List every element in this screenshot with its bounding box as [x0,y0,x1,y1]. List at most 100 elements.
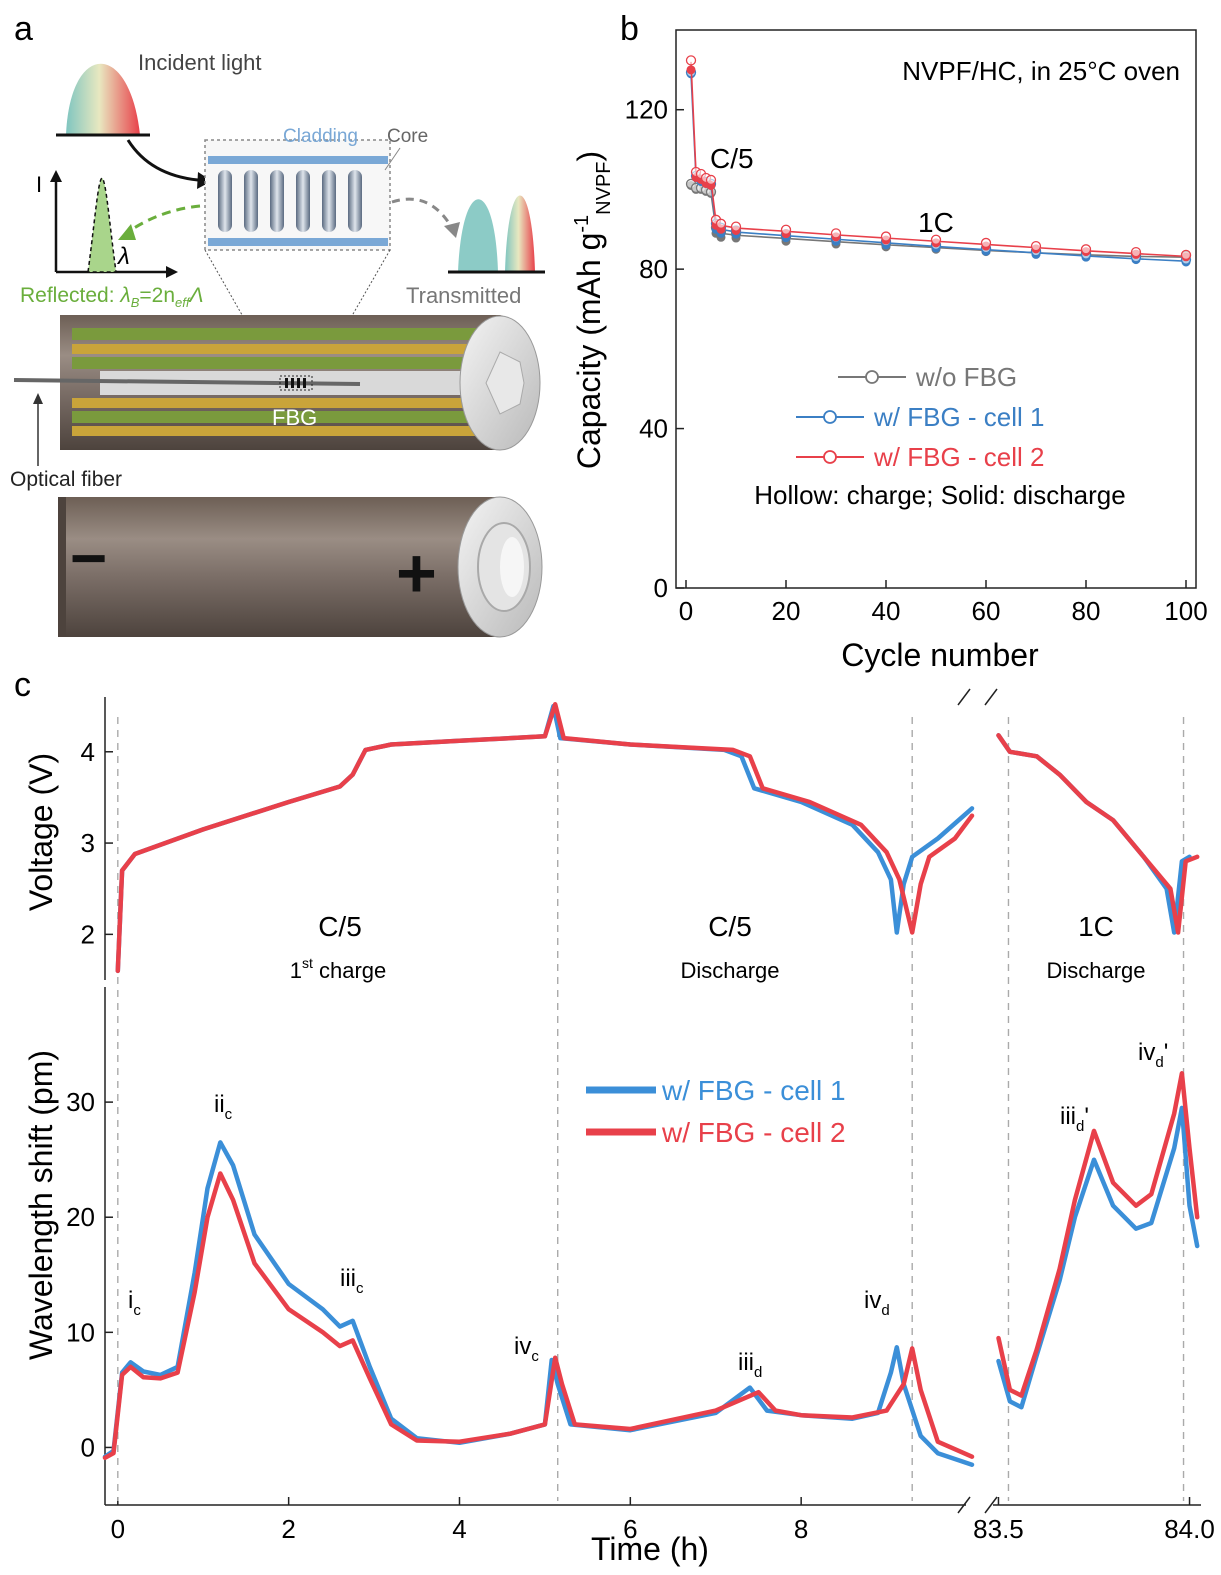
bragg-equation: Reflected: λB=2neffΛ [20,284,204,310]
c-voltage-line-seg1 [115,703,975,974]
cutaway-cell: FBG [13,315,541,451]
c-axis-break [957,1496,971,1514]
legend-c-cell1: w/ FBG - cell 1 [661,1075,846,1106]
c-shift-line-seg2 [996,1071,1200,1398]
peak-label-ic: ic [128,1287,141,1319]
b-ytick-label: 0 [654,573,668,603]
region-charge-rate: C/5 [318,911,362,942]
b-ytick-label: 40 [639,414,668,444]
b-xtick-label: 80 [1072,596,1101,626]
b-charge-point [1180,249,1192,261]
panel-c-ylabel-voltage: Voltage (V) [23,753,59,911]
panel-c-legend: w/ FBG - cell 1 w/ FBG - cell 2 [586,1075,846,1148]
legend-cell1: w/ FBG - cell 1 [873,402,1044,432]
b-xtick-label: 60 [972,596,1001,626]
panel-b-chart: b NVPF/HC, in 25°C oven C/5 1C Cycle num… [571,10,1208,673]
b-charge-point [715,218,727,229]
c-axis-break [957,688,971,706]
c-xtick-label: 0 [111,1514,125,1544]
b-charge-point [930,234,942,245]
panel-b-frame [675,29,1197,589]
c-shift-tick-label: 20 [66,1202,95,1232]
c-xtick-label: 2 [281,1514,295,1544]
panel-b-xlabel: Cycle number [841,637,1039,673]
c-shift-tick-label: 30 [66,1087,95,1117]
legend-c-cell2: w/ FBG - cell 2 [661,1117,846,1148]
b-discharge-point [686,65,696,75]
minus-terminal: − [70,522,107,594]
cladding-top [208,156,388,164]
b-xtick-label: 0 [679,596,693,626]
panel-c-xlabel: Time (h) [591,1531,709,1567]
b-charge-point [1030,240,1042,252]
b-ytick-label: 80 [639,254,668,284]
panel-c-letter: c [14,666,31,704]
incident-spectrum [66,63,140,135]
c-voltage-tick-label: 2 [81,919,95,949]
c-voltage-line-seg2 [996,733,1200,935]
c-shift-line-seg1 [102,1171,975,1461]
b-charge-point [1080,244,1092,255]
full-cell: − + [58,496,543,638]
c-series-1 [102,702,1200,1461]
b-xtick-label: 100 [1164,596,1207,626]
c-voltage-tick-label: 4 [81,737,95,767]
panel-b-title: NVPF/HC, in 25°C oven [902,56,1180,86]
b-charge-point [705,174,717,186]
b-charge-point [980,237,992,249]
region-fast-desc: Discharge [1046,958,1145,983]
peak-label-ivd-prime: ivd' [1138,1039,1168,1071]
c-axis-break [984,688,998,706]
panel-a-letter: a [14,10,33,48]
core-pointer [384,147,401,171]
legend-cell2: w/ FBG - cell 2 [873,442,1044,472]
c-shift-tick-label: 10 [66,1317,95,1347]
panel-c-chart: c Voltage (V) Wavelength shift (pm) Time… [14,666,1215,1567]
legend-wo-fbg: w/o FBG [915,362,1017,392]
grating-rings [218,170,362,232]
c-voltage-tick-label: 3 [81,828,95,858]
c-xtick-label: 8 [794,1514,808,1544]
transmitted-label: Transmitted [406,283,521,308]
peak-label-iiid-prime: iiid' [1060,1103,1089,1135]
transmitted-spectrum-right [505,195,535,272]
peak-label-ivd: ivd [864,1287,890,1319]
b-charge-point [1130,246,1142,258]
b-xtick-label: 20 [772,596,801,626]
core-label: Core [387,126,428,147]
incident-light-label: Incident light [138,50,262,75]
region-charge-desc: 1st charge [290,955,387,983]
panel-c-ylabel-shift: Wavelength shift (pm) [23,1050,59,1360]
b-charge-point [730,221,742,232]
panel-b-ylabel: Capacity (mAh g-1NVPF) [571,151,615,469]
c-xtick-label: 84.0 [1164,1514,1215,1544]
reflected-peak [87,177,117,273]
cladding-label: Cladding [283,126,358,147]
region-fast-rate: 1C [1078,911,1114,942]
b-charge-point [685,55,697,66]
optical-fiber-label: Optical fiber [10,468,122,491]
b-ytick-label: 120 [625,95,668,125]
rate-label-1c: 1C [918,207,954,238]
b-charge-point [830,228,842,239]
plus-terminal: + [396,534,437,612]
c-shift-tick-label: 0 [81,1432,95,1462]
c-axis-break [984,1496,998,1514]
region-discharge-desc: Discharge [680,958,779,983]
legend-note: Hollow: charge; Solid: discharge [754,480,1125,510]
peak-label-ivc: ivc [514,1333,539,1365]
c-series-0 [102,703,1200,1467]
b-charge-point [780,224,792,235]
reflected-arrow [127,204,201,234]
panel-b-legend: w/o FBG w/ FBG - cell 1 w/ FBG - cell 2 … [754,362,1125,510]
incident-arrow-head [197,172,212,189]
peak-labels: ic iic iiic ivc iiid ivd iiid' ivd' [128,1039,1168,1381]
c-xtick-label: 6 [623,1514,637,1544]
panel-b-letter: b [620,10,639,48]
fbg-label: FBG [272,405,317,430]
c-voltage-line-seg2 [996,733,1192,935]
rate-label-c5: C/5 [710,143,754,174]
c-xtick-label: 83.5 [973,1514,1024,1544]
c-voltage-line-seg1 [115,702,975,974]
